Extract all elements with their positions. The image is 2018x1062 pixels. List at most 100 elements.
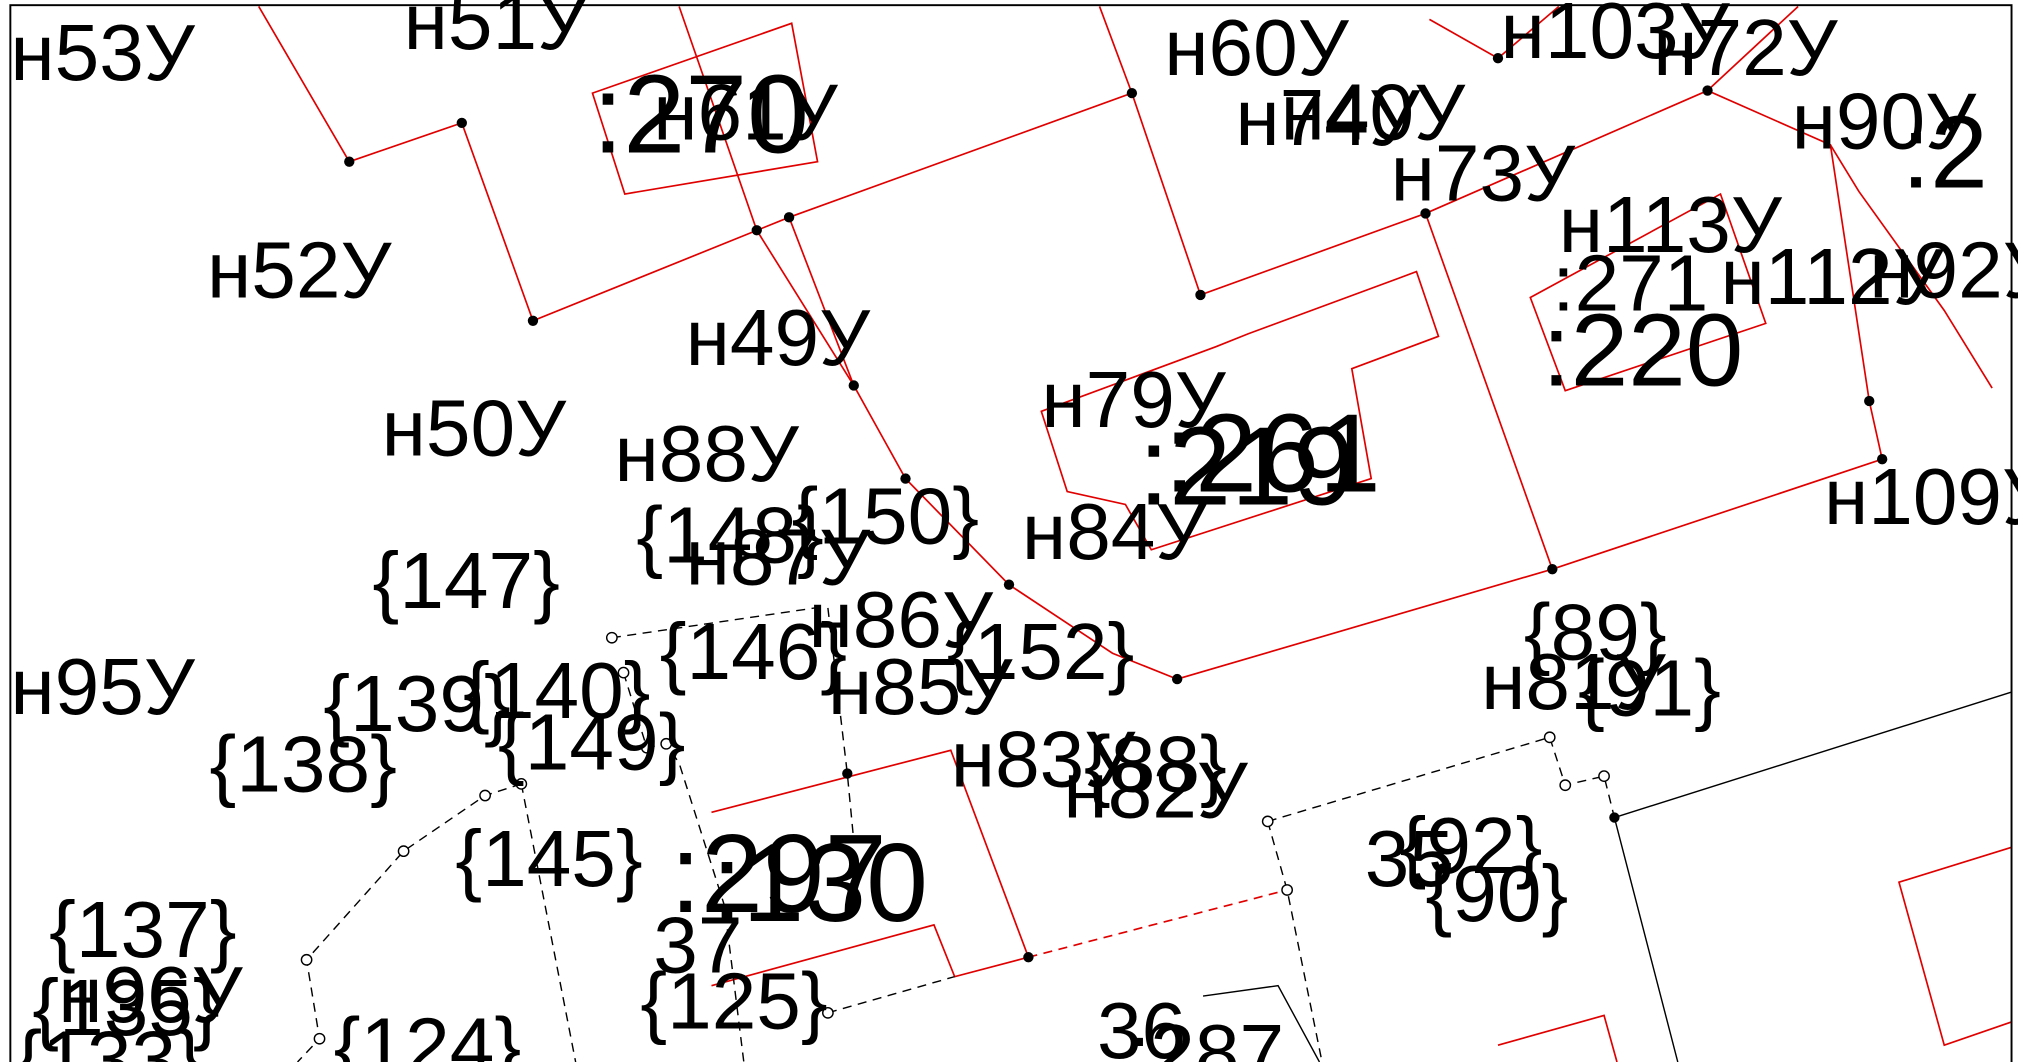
parcel-label: н90У	[1792, 76, 1977, 166]
parcel-label: {124}	[334, 1001, 521, 1062]
boundary	[1897, 846, 2012, 1047]
point	[1195, 289, 1206, 301]
boundary-dashed	[622, 672, 745, 1062]
parcel-label: н83У	[951, 713, 1136, 803]
boundary-dashed	[827, 975, 955, 1014]
parcel-label: {152}	[947, 606, 1134, 696]
point	[313, 1032, 326, 1045]
parcel-label: 35	[1365, 813, 1454, 903]
parcel	[1529, 192, 1767, 392]
point	[660, 737, 673, 750]
parcel-label: н92У	[1869, 225, 2018, 315]
parcel-label: н60У	[1164, 2, 1349, 92]
boundary	[678, 6, 1553, 680]
point	[1702, 85, 1713, 96]
boundary-dashed	[827, 607, 855, 841]
point	[344, 156, 355, 167]
point	[900, 473, 911, 484]
parcel-label: {139}	[323, 658, 510, 748]
parcel-label: н112У	[1720, 231, 1944, 321]
boundary	[1613, 817, 1679, 1062]
parcel	[591, 22, 819, 195]
point	[515, 778, 528, 790]
boundary	[1614, 691, 2012, 819]
parcel-label: н40У	[1281, 67, 1466, 157]
parcel-label: н50У	[382, 382, 567, 472]
point	[300, 953, 313, 966]
points	[300, 53, 1888, 1045]
point	[1609, 812, 1620, 823]
parcel-label: н79У	[1041, 354, 1226, 444]
parcel-label: :219	[1138, 403, 1355, 528]
point	[1543, 731, 1556, 744]
parcel-label: 37	[653, 900, 742, 990]
parcel-label: :287	[1128, 1007, 1284, 1062]
parcel-label: н52У	[207, 225, 392, 315]
boundary	[1497, 1014, 1618, 1062]
parcel-label: н95У	[10, 641, 195, 731]
point	[1420, 208, 1431, 219]
point	[1559, 779, 1572, 792]
parcel-label: н61У	[653, 67, 838, 157]
parcel	[1040, 270, 1440, 551]
point	[1171, 673, 1183, 685]
parcel-label: {149}	[498, 697, 685, 787]
frame	[9, 4, 2013, 1062]
parcel-label: {148}	[636, 490, 823, 580]
point	[479, 789, 491, 802]
point	[1598, 770, 1610, 783]
parcel-label: {147}	[373, 535, 560, 625]
parcel-label: н87У	[686, 512, 871, 602]
boundary-dashed	[611, 607, 816, 639]
parcel-label: н73У	[1391, 128, 1576, 218]
parcel-label: н86У	[808, 574, 993, 664]
parcel-label: {145}	[455, 813, 642, 903]
parcel-label: н81У	[1481, 636, 1666, 726]
parcel-label: {133}	[16, 1014, 203, 1062]
parcel-label: н109У	[1824, 451, 2018, 541]
parcel-label: {91}	[1578, 642, 1721, 732]
parcel-label: {137}	[49, 884, 236, 974]
boundary-dashed	[297, 783, 522, 1062]
point	[456, 117, 467, 129]
parcel-label: н74У	[1235, 72, 1420, 162]
parcel-label: н103У	[1501, 0, 1731, 75]
boundary	[788, 217, 855, 386]
parcel-label: 36	[1097, 985, 1186, 1062]
point	[1261, 815, 1274, 828]
parcel-label: н84У	[1022, 486, 1207, 576]
point	[527, 315, 539, 326]
boundary-dashed	[1267, 821, 1323, 1062]
point	[848, 380, 859, 391]
point	[1547, 563, 1558, 575]
boundary	[257, 6, 1884, 571]
boundary	[1706, 5, 1799, 92]
parcel-label: {90}	[1426, 848, 1569, 938]
parcel-label: {125}	[640, 955, 827, 1045]
point	[1003, 579, 1015, 590]
boundary	[1098, 6, 1133, 94]
parcel-label: н96У	[58, 949, 243, 1039]
parcel-label: н72У	[1653, 2, 1838, 92]
parcel-label: {150}	[792, 470, 979, 560]
parcel-label: :2	[1902, 94, 1988, 210]
boundary	[1202, 984, 1321, 1062]
parcel-label: {140}	[463, 645, 650, 735]
parcel-label: н51У	[404, 0, 589, 66]
parcel-label: :261	[1164, 391, 1381, 516]
parcel-label: {135}	[32, 962, 219, 1052]
point	[822, 1006, 834, 1019]
point	[751, 225, 762, 236]
point	[842, 768, 853, 779]
parcel-label: {88}	[1084, 719, 1227, 809]
parcel-label: :130	[711, 820, 928, 945]
point	[783, 212, 795, 223]
parcel-label: {89}	[1524, 587, 1667, 677]
point	[397, 845, 410, 858]
parcel-label: :270	[592, 52, 809, 177]
point	[1126, 87, 1138, 99]
